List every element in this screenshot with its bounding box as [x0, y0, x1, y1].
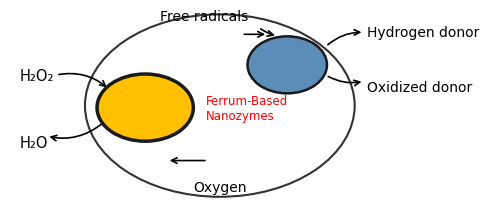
Ellipse shape	[97, 75, 193, 142]
Ellipse shape	[247, 37, 326, 94]
Text: Free radicals: Free radicals	[159, 10, 247, 24]
Text: Hydrogen donor: Hydrogen donor	[366, 26, 478, 40]
Text: Oxidized donor: Oxidized donor	[366, 81, 471, 95]
Text: H₂O₂: H₂O₂	[20, 68, 54, 83]
Text: Oxygen: Oxygen	[193, 180, 246, 194]
Text: H₂O: H₂O	[20, 135, 49, 150]
Text: Ferrum-Based
Nanozymes: Ferrum-Based Nanozymes	[205, 94, 287, 122]
